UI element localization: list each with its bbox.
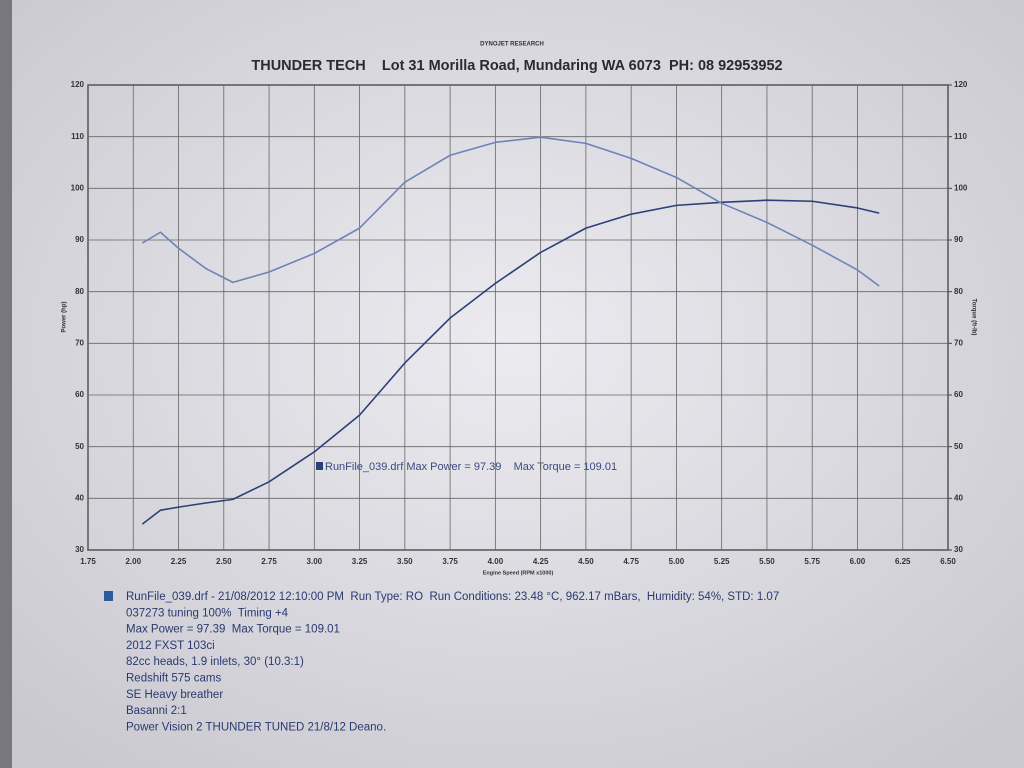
y-tick-label: 50 (75, 442, 84, 451)
x-tick-label: 1.75 (80, 557, 96, 566)
x-tick-label: 5.50 (759, 557, 775, 566)
series-line (141, 136, 880, 287)
y2-tick-label: 60 (954, 390, 963, 399)
y-tick-label: 60 (75, 390, 84, 399)
x-tick-label: 5.75 (804, 557, 820, 566)
x-tick-label: 3.25 (352, 557, 368, 566)
note-line: Redshift 575 cams (126, 673, 221, 685)
y2-tick-label: 100 (954, 183, 968, 192)
note-line: SE Heavy breather (126, 689, 223, 701)
x-tick-label: 2.50 (216, 557, 232, 566)
note-line: 2012 FXST 103ci (126, 640, 215, 652)
x-tick-label: 3.00 (307, 557, 323, 566)
y2-tick-label: 90 (954, 235, 963, 244)
y2-tick-label: 70 (954, 338, 963, 347)
x-tick-label: 5.25 (714, 557, 730, 566)
chart-title: THUNDER TECH Lot 31 Morilla Road, Mundar… (251, 58, 782, 74)
header: DYNOJET RESEARCH (480, 42, 544, 48)
note-line: Power Vision 2 THUNDER TUNED 21/8/12 Dea… (126, 721, 386, 733)
y2-tick-label: 80 (954, 287, 963, 296)
y-tick-label: 110 (71, 132, 84, 141)
x-tick-label: 6.50 (940, 557, 956, 566)
y2-tick-label: 110 (954, 132, 967, 141)
x-tick-label: 3.75 (442, 557, 458, 566)
x-tick-label: 3.50 (397, 557, 413, 566)
x-tick-label: 4.00 (488, 557, 504, 566)
note-line: 037273 tuning 100% Timing +4 (126, 607, 289, 619)
y-tick-label: 120 (71, 80, 85, 89)
y-tick-label: 40 (75, 493, 84, 502)
y2-axis-label: Torque (ft-lb) (970, 299, 976, 336)
paper-edge (0, 0, 12, 768)
y-tick-label: 90 (75, 235, 84, 244)
x-tick-label: 2.75 (261, 557, 277, 566)
y2-tick-label: 120 (954, 80, 968, 89)
notes: RunFile_039.drf - 21/08/2012 12:10:00 PM… (126, 591, 779, 733)
x-tick-label: 4.25 (533, 557, 549, 566)
y-tick-label: 100 (71, 183, 85, 192)
x-tick-label: 4.75 (623, 557, 639, 566)
y2-tick-label: 30 (954, 545, 963, 554)
y-tick-label: 70 (75, 338, 84, 347)
x-tick-label: 4.50 (578, 557, 594, 566)
y-axis-label: Power (hp) (62, 301, 68, 332)
x-tick-label: 6.00 (850, 557, 866, 566)
note-line: 82cc heads, 1.9 inlets, 30° (10.3:1) (126, 656, 304, 668)
y2-tick-label: 50 (954, 442, 963, 451)
note-line: RunFile_039.drf - 21/08/2012 12:10:00 PM… (126, 591, 779, 603)
y2-tick-label: 40 (954, 493, 963, 502)
note-line: Basanni 2:1 (126, 705, 187, 717)
note-line: Max Power = 97.39 Max Torque = 109.01 (126, 624, 340, 636)
legend-text: RunFile_039.drf Max Power = 97.39 Max To… (325, 461, 617, 473)
x-tick-label: 5.00 (669, 557, 685, 566)
x-tick-label: 6.25 (895, 557, 911, 566)
x-axis-label: Engine Speed (RPM x1000) (483, 570, 554, 576)
y-tick-label: 80 (75, 287, 84, 296)
notes-icon (104, 591, 113, 601)
y-tick-label: 30 (75, 545, 84, 554)
x-tick-label: 2.00 (125, 557, 141, 566)
x-tick-label: 2.25 (171, 557, 187, 566)
legend-swatch (316, 462, 323, 470)
series-line (141, 199, 880, 525)
